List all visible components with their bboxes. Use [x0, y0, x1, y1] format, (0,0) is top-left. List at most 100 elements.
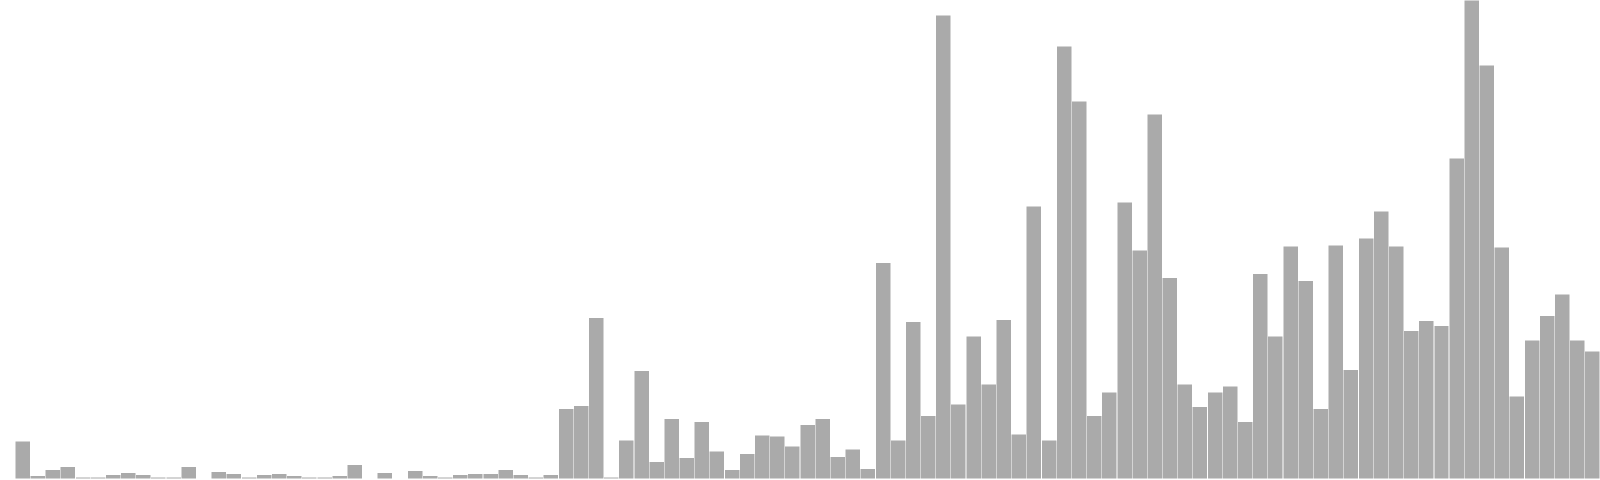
bar-96	[1448, 158, 1465, 480]
bar-40	[603, 476, 620, 480]
bar-16	[241, 476, 257, 480]
bar-67	[1011, 433, 1027, 480]
bar-94	[1418, 320, 1435, 480]
bar-49	[739, 453, 756, 480]
bar-52	[784, 446, 801, 480]
bar-29	[437, 476, 454, 480]
bar-47	[709, 451, 725, 480]
bar-31	[467, 473, 484, 480]
bar-21	[316, 476, 333, 480]
bar-58	[875, 262, 891, 480]
bar-79	[1192, 406, 1208, 480]
bar-56	[844, 449, 861, 480]
bar-63	[950, 404, 967, 480]
bar-22	[331, 475, 348, 480]
bar-8	[120, 472, 137, 480]
bar-11	[165, 476, 182, 480]
bar-81	[1222, 385, 1239, 480]
bar-3	[44, 469, 61, 480]
bar-43	[648, 461, 665, 480]
bar-103	[1554, 293, 1571, 480]
bar-60	[905, 321, 922, 480]
bar-85	[1282, 245, 1299, 480]
bar-51	[769, 435, 786, 480]
bar-19	[286, 475, 303, 480]
bar-32	[482, 473, 499, 480]
bar-65	[980, 383, 997, 480]
bar-41	[618, 439, 635, 480]
bar-25	[377, 472, 393, 480]
bar-64	[965, 335, 982, 480]
bar-17	[256, 474, 272, 480]
bar-10	[150, 476, 167, 480]
bar-30	[452, 474, 469, 480]
bar-5	[75, 476, 91, 480]
bar-55	[829, 456, 846, 480]
bar-105	[1584, 351, 1600, 480]
bar-36	[543, 474, 559, 480]
bar-39	[588, 317, 605, 480]
bar-68	[1026, 206, 1042, 480]
bar-92	[1388, 245, 1405, 480]
bar-93	[1403, 330, 1420, 480]
bar-80	[1207, 391, 1223, 480]
bar-86	[1297, 280, 1314, 480]
bar-98	[1478, 65, 1495, 480]
bar-88	[1328, 244, 1344, 480]
bar-35	[527, 476, 544, 480]
bar-89	[1343, 369, 1359, 480]
bar-9	[135, 474, 152, 480]
bar-15	[226, 473, 242, 480]
bar-77	[1161, 277, 1178, 480]
bar-69	[1041, 439, 1057, 480]
bar-72	[1086, 415, 1103, 480]
bars-group	[14, 0, 1600, 480]
bar-4	[60, 466, 76, 480]
bar-12	[180, 466, 197, 480]
bar-74	[1116, 201, 1133, 480]
bar-42	[633, 370, 650, 480]
bar-7	[105, 474, 122, 480]
bar-100	[1509, 395, 1525, 480]
bar-66	[995, 319, 1012, 480]
bar-95	[1433, 325, 1450, 480]
bar-44	[663, 418, 680, 480]
bar-70	[1056, 45, 1072, 480]
bar-91	[1373, 211, 1389, 480]
bar-38	[573, 405, 589, 480]
bar-23	[346, 464, 363, 480]
bar-18	[271, 473, 288, 480]
bar-99	[1494, 246, 1510, 480]
bar-50	[754, 434, 771, 480]
bar-46	[694, 421, 710, 480]
bar-87	[1312, 408, 1329, 480]
bar-90	[1358, 237, 1374, 480]
bar-2	[29, 475, 46, 480]
bar-59	[890, 439, 906, 480]
bar-6	[90, 476, 106, 480]
bar-101	[1524, 339, 1540, 480]
bar-84	[1267, 335, 1284, 480]
bar-33	[497, 469, 514, 480]
bar-1	[14, 440, 31, 480]
bar-104	[1569, 339, 1586, 480]
bar-57	[860, 468, 876, 480]
bar-53	[799, 424, 816, 480]
bar-82	[1237, 421, 1254, 480]
bar-27	[407, 470, 423, 480]
bar-83	[1252, 273, 1269, 480]
bar-48	[724, 469, 740, 480]
bar-78	[1177, 383, 1193, 480]
bar-62	[935, 15, 952, 480]
bar-97	[1463, 0, 1480, 480]
bar-20	[301, 476, 318, 480]
bar-71	[1071, 100, 1088, 480]
bar-37	[558, 408, 574, 480]
bar-73	[1101, 391, 1118, 480]
bar-28	[422, 475, 439, 480]
bar-61	[920, 415, 937, 480]
bar-76	[1146, 114, 1163, 480]
bar-34	[512, 474, 529, 480]
